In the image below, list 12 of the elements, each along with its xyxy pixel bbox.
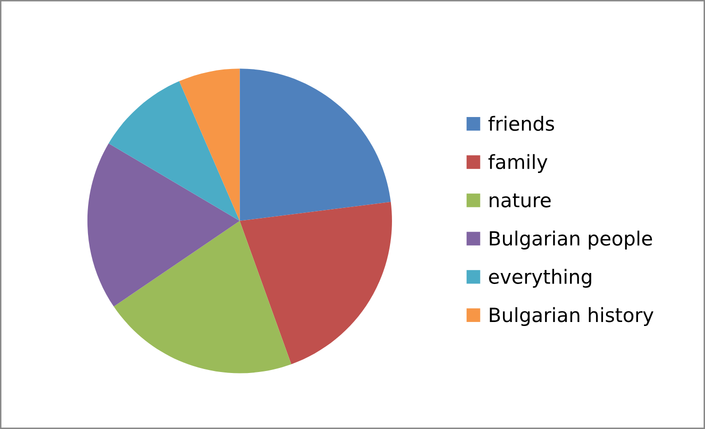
pie-slice (114, 220, 292, 374)
pie-slice (179, 68, 240, 221)
pie-slice (108, 81, 240, 221)
pie-slice (240, 68, 391, 221)
legend-label: friends (488, 116, 554, 131)
legend-label: Bulgarian history (490, 307, 654, 326)
legend-label: Bulgarian people (490, 230, 652, 250)
legend-label: family (488, 154, 548, 173)
legend-label: nature (490, 194, 551, 208)
pie-slice (87, 143, 240, 307)
legend-label: everything (489, 268, 592, 288)
pie-slice (240, 202, 392, 364)
